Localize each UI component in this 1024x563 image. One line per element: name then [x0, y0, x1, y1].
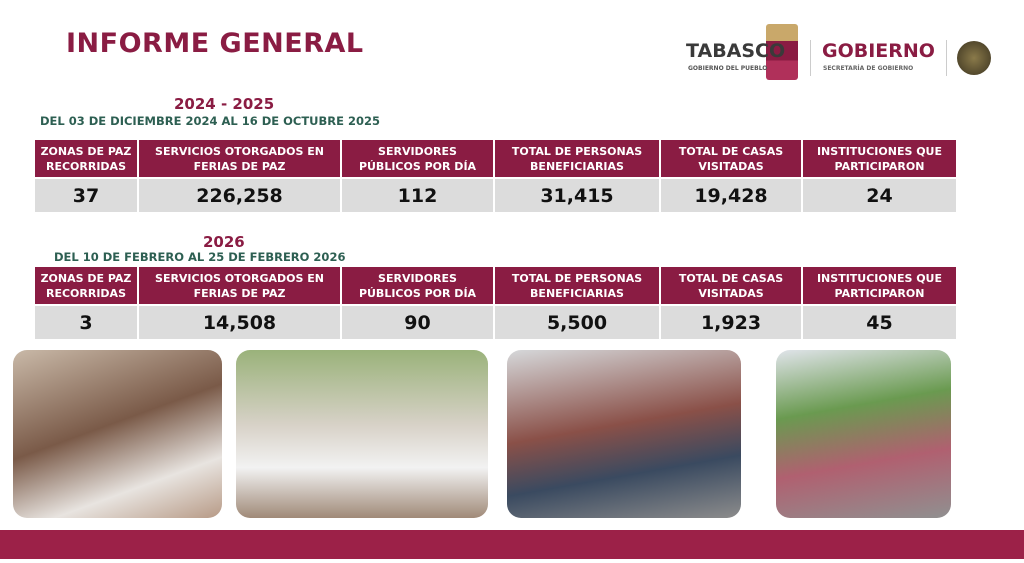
- header-servicios: SERVICIOS OTORGADOS EN FERIAS DE PAZ: [139, 267, 340, 304]
- gobierno-logo-subtitle: SECRETARÍA DE GOBIERNO: [823, 65, 914, 72]
- divider: [946, 40, 947, 76]
- event-photo: [13, 350, 222, 518]
- value-personas: 31,415: [495, 177, 659, 212]
- event-photo: [236, 350, 488, 518]
- value-zonas: 37: [35, 177, 137, 212]
- header-personas: TOTAL DE PERSONAS BENEFICIARIAS: [495, 267, 659, 304]
- header-servidores: SERVIDORES PÚBLICOS POR DÍA: [342, 267, 493, 304]
- header-casas: TOTAL DE CASAS VISITADAS: [661, 140, 801, 177]
- tabasco-logo-text: TABASCO: [686, 40, 786, 62]
- table-row: 3 14,508 90 5,500 1,923 45: [35, 304, 956, 339]
- header-instituciones: INSTITUCIONES QUE PARTICIPARON: [803, 267, 956, 304]
- footer-bar: [0, 530, 1024, 559]
- period-range: DEL 03 DE DICIEMBRE 2024 AL 16 DE OCTUBR…: [40, 114, 381, 128]
- event-photo: [776, 350, 951, 518]
- period-year: 2026: [203, 233, 245, 251]
- value-instituciones: 24: [803, 177, 956, 212]
- header-personas: TOTAL DE PERSONAS BENEFICIARIAS: [495, 140, 659, 177]
- event-photo: [507, 350, 741, 518]
- gobierno-logo-text: GOBIERNO: [822, 40, 935, 62]
- value-servicios: 226,258: [139, 177, 340, 212]
- header-zonas: ZONAS DE PAZ RECORRIDAS: [35, 140, 137, 177]
- value-personas: 5,500: [495, 304, 659, 339]
- divider: [810, 40, 811, 76]
- value-casas: 19,428: [661, 177, 801, 212]
- value-casas: 1,923: [661, 304, 801, 339]
- header-instituciones: INSTITUCIONES QUE PARTICIPARON: [803, 140, 956, 177]
- header-servicios: SERVICIOS OTORGADOS EN FERIAS DE PAZ: [139, 140, 340, 177]
- tabasco-emblem-icon: [766, 24, 798, 80]
- period-range: DEL 10 DE FEBRERO AL 25 DE FEBRERO 2026: [54, 250, 346, 264]
- value-servidores: 90: [342, 304, 493, 339]
- value-instituciones: 45: [803, 304, 956, 339]
- value-servidores: 112: [342, 177, 493, 212]
- period-year: 2024 - 2025: [174, 95, 275, 113]
- page-title: INFORME GENERAL: [66, 28, 364, 59]
- stats-table-2024-2025: ZONAS DE PAZ RECORRIDAS SERVICIOS OTORGA…: [33, 140, 958, 212]
- table-row: 37 226,258 112 31,415 19,428 24: [35, 177, 956, 212]
- value-servicios: 14,508: [139, 304, 340, 339]
- tabasco-logo-subtitle: GOBIERNO DEL PUEBLO: [688, 65, 768, 72]
- header-casas: TOTAL DE CASAS VISITADAS: [661, 267, 801, 304]
- header-servidores: SERVIDORES PÚBLICOS POR DÍA: [342, 140, 493, 177]
- value-zonas: 3: [35, 304, 137, 339]
- header-zonas: ZONAS DE PAZ RECORRIDAS: [35, 267, 137, 304]
- stats-table-2026: ZONAS DE PAZ RECORRIDAS SERVICIOS OTORGA…: [33, 267, 958, 339]
- olmeca-seal-icon: [957, 41, 991, 75]
